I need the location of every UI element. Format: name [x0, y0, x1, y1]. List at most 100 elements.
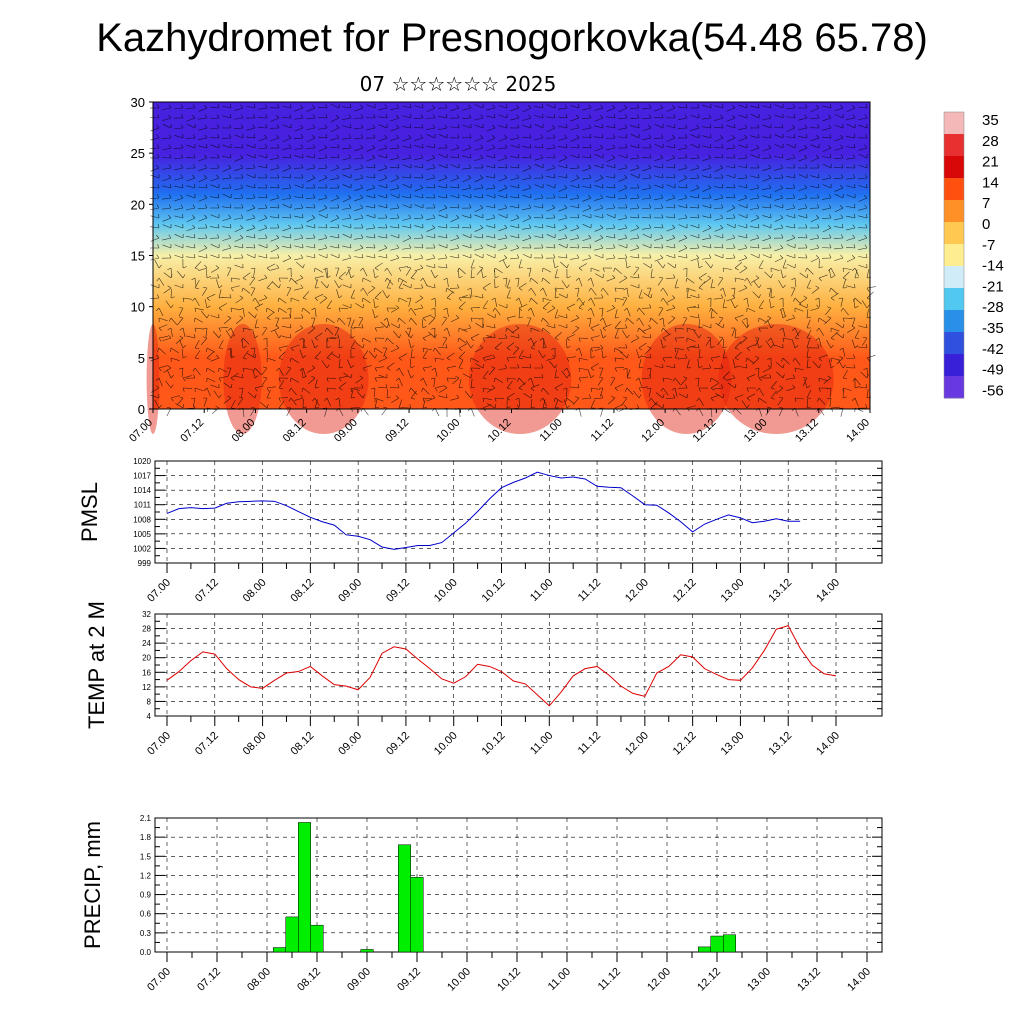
wind-barb-flag — [697, 304, 700, 309]
wind-barb — [311, 339, 316, 349]
wind-barb — [249, 277, 256, 286]
x-tick-label: 10.00 — [432, 730, 460, 758]
wind-barb — [390, 157, 400, 161]
wind-barb — [254, 385, 264, 389]
wind-barb-flag — [254, 307, 259, 311]
wind-barb-flag — [155, 377, 160, 381]
wind-barb — [846, 146, 856, 149]
wind-barb-flag — [373, 114, 376, 119]
wind-barb-flag — [326, 387, 329, 392]
wind-barb — [770, 390, 777, 399]
wind-barb — [158, 277, 165, 286]
wind-barb — [582, 257, 592, 261]
wind-barb — [342, 304, 352, 309]
wind-barb — [822, 227, 832, 233]
wind-barb — [657, 260, 664, 269]
wind-barb — [786, 387, 796, 391]
wind-barb — [266, 389, 271, 399]
wind-barb-flag — [566, 405, 571, 409]
wind-barb — [738, 225, 748, 229]
wind-barb — [638, 327, 646, 335]
wind-barb — [522, 187, 532, 191]
wind-barb — [818, 274, 828, 279]
wind-barb — [786, 226, 796, 229]
wind-barb — [714, 387, 724, 390]
wind-barb — [438, 127, 448, 131]
wind-barb-flag — [350, 356, 355, 359]
wind-barb-flag — [731, 287, 736, 290]
wind-barb — [750, 217, 760, 222]
wind-barb — [462, 107, 472, 111]
panel-frame — [154, 817, 883, 953]
wind-barb — [446, 277, 449, 287]
wind-barb — [486, 335, 496, 339]
wind-barb-flag — [840, 174, 844, 179]
wind-barb-flag — [240, 114, 244, 119]
wind-barb-flag — [337, 184, 340, 189]
wind-barb — [846, 237, 856, 241]
wind-barb-flag — [422, 317, 426, 322]
wind-barb-flag — [506, 387, 511, 390]
wind-barb — [522, 227, 532, 230]
wind-barb — [830, 292, 839, 299]
wind-barb — [410, 270, 418, 279]
wind-barb — [750, 197, 760, 200]
wind-barb-flag — [482, 293, 484, 299]
wind-barb-flag — [241, 124, 244, 129]
wind-barb — [198, 255, 208, 259]
wind-barb — [830, 327, 840, 332]
wind-barb — [806, 319, 811, 329]
wind-barb-flag — [396, 124, 400, 129]
wind-barb — [570, 127, 580, 130]
wind-barb — [752, 291, 760, 299]
wind-barb-flag — [781, 154, 784, 159]
wind-barb-flag — [168, 114, 172, 119]
wind-barb-flag — [528, 184, 532, 189]
wind-barb — [834, 124, 844, 129]
wind-barb-flag — [182, 266, 187, 269]
wind-barb-flag — [554, 376, 559, 379]
wind-barb — [830, 267, 836, 277]
wind-barb — [266, 311, 275, 319]
wind-barb — [470, 269, 473, 279]
wind-barb-flag — [854, 204, 856, 209]
wind-barb-flag — [167, 327, 172, 331]
wind-barb — [462, 244, 472, 249]
wind-barb — [334, 327, 340, 337]
wind-barb — [317, 107, 328, 109]
wind-barb-flag — [648, 324, 652, 329]
wind-barb — [618, 136, 628, 139]
wind-barb — [170, 347, 179, 354]
wind-barb-flag — [230, 334, 234, 339]
wind-barb — [847, 327, 856, 333]
wind-barb-flag — [277, 174, 280, 179]
wind-barb — [518, 349, 524, 359]
wind-barb-flag — [852, 114, 856, 119]
wind-barb — [374, 399, 378, 409]
wind-barb — [534, 124, 544, 129]
wind-barb-flag — [853, 144, 856, 149]
wind-barb-flag — [686, 307, 690, 312]
wind-barb — [654, 226, 664, 229]
wind-barb — [320, 281, 328, 289]
wind-barb — [342, 147, 352, 150]
wind-barb — [355, 342, 364, 349]
wind-barb — [318, 116, 328, 119]
wind-barb — [306, 225, 316, 229]
wind-barb — [782, 357, 790, 365]
wind-barb-flag — [266, 387, 270, 392]
wind-barb-flag — [660, 297, 664, 302]
wind-barb-flag — [647, 367, 652, 370]
wind-barb — [510, 257, 520, 260]
wind-barb-flag — [839, 205, 844, 209]
warm-pocket — [278, 324, 369, 434]
wind-barb — [654, 117, 664, 119]
wind-barb-flag — [348, 114, 352, 119]
wind-barb — [261, 367, 268, 376]
wind-barb — [834, 226, 844, 229]
wind-barb — [740, 337, 748, 345]
wind-barb — [530, 287, 537, 296]
wind-barb — [366, 176, 376, 179]
x-tick-label: 12.12 — [671, 577, 699, 605]
wind-barb-flag — [182, 274, 186, 279]
